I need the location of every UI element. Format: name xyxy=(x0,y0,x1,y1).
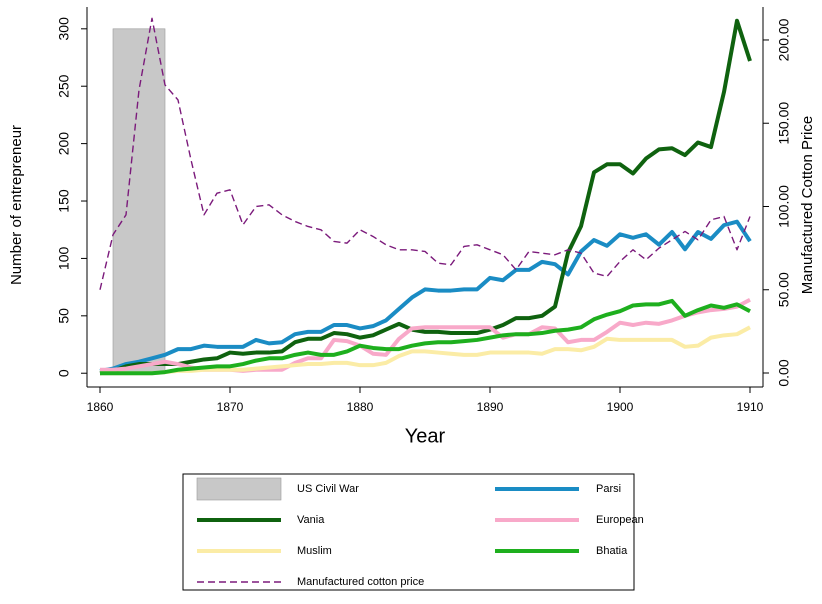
x-tick-label: 1910 xyxy=(737,400,764,414)
series-line xyxy=(100,325,751,376)
y-tick-label: 150 xyxy=(56,189,72,213)
y2-tick-label: 150.00 xyxy=(776,102,792,145)
series-line xyxy=(99,18,752,376)
y2-tick-label: 0.00 xyxy=(776,359,792,386)
shaded-region xyxy=(112,28,166,374)
legend-label: Manufactured cotton price xyxy=(297,576,424,588)
x-tick-label: 1870 xyxy=(217,400,244,414)
legend-label: European xyxy=(596,514,644,526)
series-line xyxy=(99,219,752,373)
y-tick-label: 100 xyxy=(56,247,72,271)
x-tick-label: 1880 xyxy=(347,400,374,414)
series-line xyxy=(99,17,751,290)
y2-tick-label: 50.00 xyxy=(776,272,792,307)
legend-label: Parsi xyxy=(596,483,621,495)
y2-tick-label: 200.00 xyxy=(776,18,792,61)
y2-axis-title: Manufactured Cotton Price xyxy=(799,116,816,294)
y-tick-label: 250 xyxy=(56,74,72,98)
x-tick-label: 1860 xyxy=(87,400,114,414)
y2-tick-label: 100.00 xyxy=(776,185,792,228)
y-axis-title: Number of entrepreneur xyxy=(8,125,25,285)
legend-label: Muslim xyxy=(297,545,332,557)
x-axis-title: Year xyxy=(405,425,446,447)
x-tick-label: 1890 xyxy=(477,400,504,414)
legend-label: US Civil War xyxy=(297,483,359,495)
y-tick-label: 0 xyxy=(56,369,72,377)
y-tick-label: 200 xyxy=(56,132,72,156)
legend-label: Vania xyxy=(297,514,325,526)
series-line xyxy=(100,298,751,376)
legend-label: Bhatia xyxy=(596,545,628,557)
y-tick-label: 300 xyxy=(56,17,72,41)
legend-swatch xyxy=(196,477,282,501)
y-tick-label: 50 xyxy=(56,308,72,324)
x-tick-label: 1900 xyxy=(607,400,634,414)
